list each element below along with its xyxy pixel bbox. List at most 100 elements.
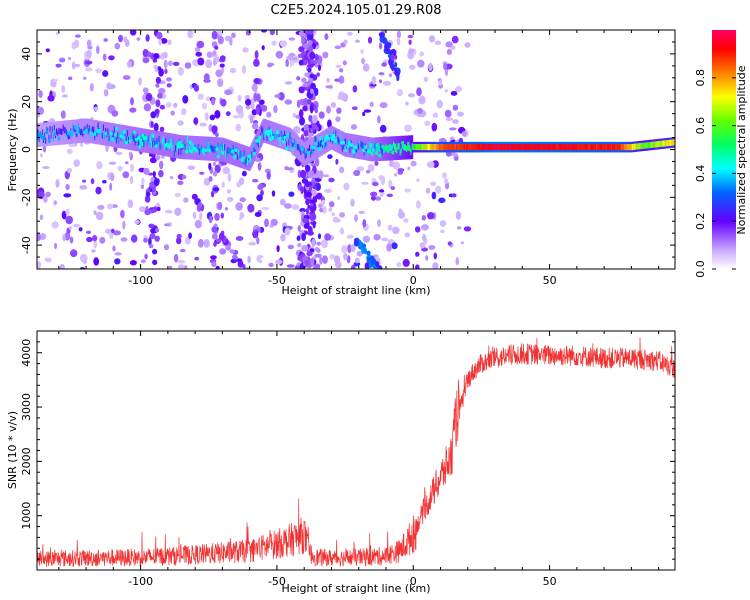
ridge-core: [497, 144, 500, 151]
noise-speck: [127, 199, 134, 209]
ridge-core: [645, 142, 647, 149]
ridge-halo: [153, 130, 155, 155]
ridge-core: [643, 142, 646, 149]
noise-speck: [192, 211, 197, 219]
ridge-core: [358, 143, 360, 150]
noise-speck: [83, 76, 87, 80]
ridge-halo: [45, 122, 47, 147]
noise-speck: [397, 89, 403, 97]
column-speck: [314, 63, 318, 68]
noise-speck: [439, 220, 447, 227]
noise-speck: [274, 259, 283, 265]
ridge-core: [61, 128, 64, 135]
ridge-core: [671, 139, 673, 146]
column-speck: [152, 58, 158, 63]
ridge-core: [244, 159, 247, 166]
column-speck: [143, 167, 150, 175]
snr-series-line: [37, 337, 675, 568]
noise-speck: [419, 242, 426, 249]
noise-speck: [158, 39, 163, 46]
ridge-core: [160, 142, 163, 149]
ridge-halo: [369, 137, 371, 161]
noise-speck: [193, 117, 199, 125]
ridge-core: [62, 124, 65, 131]
column-speck: [159, 104, 166, 110]
column-speck: [214, 164, 221, 174]
ridge-core: [90, 128, 93, 135]
column-speck: [300, 186, 304, 195]
noise-speck: [235, 104, 244, 114]
ridge-core: [403, 144, 406, 151]
ridge-core: [508, 144, 511, 151]
ridge-core: [246, 158, 249, 166]
ridge-core: [376, 146, 379, 153]
noise-speck: [451, 193, 457, 198]
column-speck: [301, 36, 305, 44]
noise-speck: [140, 184, 145, 190]
column-speck: [155, 76, 161, 84]
noise-speck: [464, 42, 471, 48]
noise-speck: [130, 30, 137, 36]
ridge-core: [601, 144, 603, 151]
column-speck: [211, 261, 217, 268]
column-speck: [308, 124, 312, 129]
ridge-core: [557, 144, 560, 151]
noise-speck: [197, 93, 204, 100]
noise-speck: [442, 172, 447, 179]
noise-speck: [335, 116, 341, 122]
ridge-core: [243, 149, 246, 157]
noise-speck: [224, 207, 229, 211]
ridge-core: [530, 144, 532, 151]
ridge-core: [529, 144, 531, 151]
ridge-core: [102, 124, 105, 131]
noise-speck: [333, 255, 341, 264]
noise-speck: [55, 179, 60, 188]
streak-speck: [379, 25, 384, 29]
ridge-core: [487, 144, 490, 151]
ridge-core: [595, 144, 598, 151]
ridge-core: [215, 144, 217, 152]
noise-speck: [415, 264, 420, 269]
noise-speck: [347, 31, 353, 36]
ridge-core: [325, 140, 327, 147]
ridge-halo: [218, 137, 221, 162]
noise-speck: [350, 198, 355, 207]
ridge-core: [618, 144, 621, 151]
ridge-core: [540, 144, 542, 151]
column-speck: [213, 241, 217, 247]
ridge-halo: [286, 126, 288, 151]
ridge-core: [525, 144, 527, 151]
noise-speck: [89, 83, 94, 92]
column-speck: [148, 244, 154, 249]
column-speck: [305, 207, 310, 215]
ridge-core: [320, 140, 322, 148]
colorbar-gradient: [712, 30, 736, 269]
ridge-core: [509, 144, 512, 151]
noise-speck: [361, 181, 369, 185]
ridge-core: [480, 144, 482, 151]
ridge-core: [50, 132, 53, 139]
ridge-halo: [89, 119, 92, 144]
noise-speck: [62, 234, 66, 242]
ridge-core: [541, 144, 543, 151]
ridge-core: [651, 141, 654, 148]
noise-speck: [227, 189, 231, 194]
ridge-core: [220, 146, 223, 153]
ridge-halo: [277, 123, 279, 148]
noise-speck: [364, 262, 370, 269]
streak-speck: [384, 42, 389, 51]
noise-speck: [164, 223, 170, 227]
ridge-core: [546, 144, 549, 151]
ridge-core: [100, 131, 103, 138]
ridge-core: [516, 144, 518, 151]
column-speck: [316, 72, 320, 77]
ridge-core: [451, 144, 454, 151]
noise-speck: [157, 92, 163, 99]
ridge-core: [482, 144, 485, 151]
x-tick-label: 50: [543, 575, 557, 588]
ridge-core: [178, 148, 180, 155]
noise-speck: [374, 196, 382, 201]
ridge-core: [290, 137, 293, 144]
column-speck: [315, 263, 321, 269]
column-speck: [213, 58, 217, 66]
